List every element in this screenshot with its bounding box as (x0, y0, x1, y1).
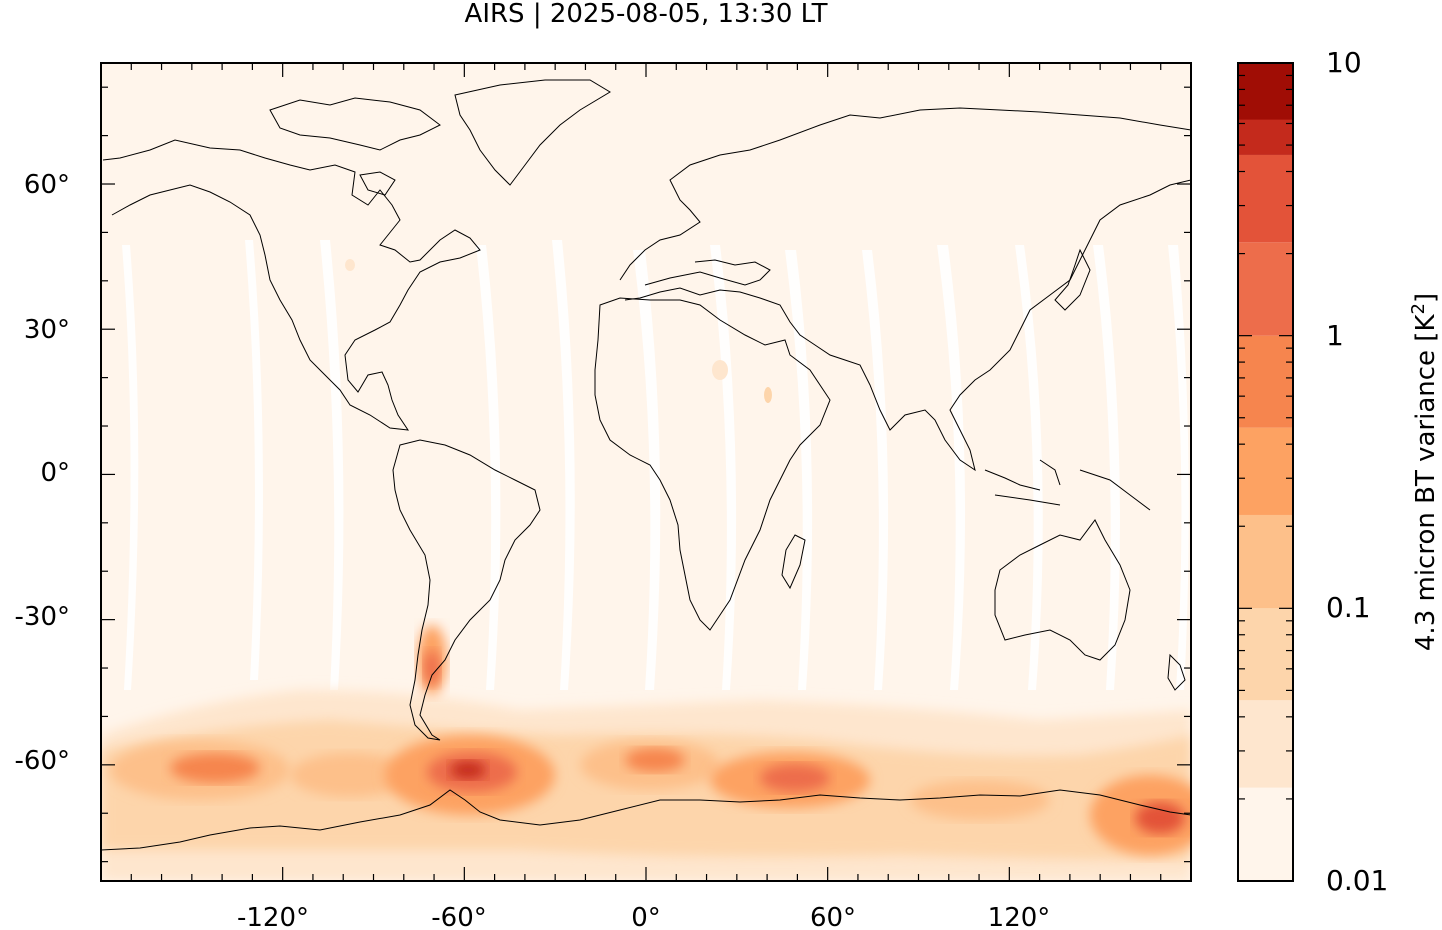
colorbar-ticks (1238, 62, 1293, 882)
colorbar-frame (1237, 62, 1294, 882)
x-tick-label: -60° (431, 903, 486, 930)
australia-coast (994, 519, 1131, 661)
y-tick-labels: 60° 30° 0° -30° -60° (15, 170, 70, 776)
colorbar-tick-labels: 10 1 0.1 0.01 (1326, 46, 1388, 897)
y-tick-label: 60° (24, 170, 70, 200)
x-tick-label: -120° (237, 903, 309, 930)
x-tick-labels: -120° -60° 0° 60° 120° (237, 903, 1050, 930)
north-america-coast (102, 139, 481, 431)
orbit-gap-swaths (122, 240, 1189, 690)
indonesia-coast (984, 459, 1151, 511)
colorbar-level (1238, 700, 1293, 788)
y-tick-label: 30° (24, 315, 70, 345)
colorbar-label: 4.3 micron BT variance [K2] (1408, 293, 1441, 651)
x-tick-label: 60° (810, 903, 856, 930)
madagascar-coast (781, 534, 806, 590)
y-tick-label: -30° (15, 602, 70, 632)
colorbar-label-suffix: ] (1411, 293, 1441, 303)
map-title: AIRS | 2025-08-05, 13:30 LT (465, 0, 828, 29)
colorbar-tick-label: 10 (1326, 46, 1362, 79)
colorbar-label-main: 4.3 micron BT variance [K (1411, 314, 1441, 652)
colorbar-level (1238, 514, 1293, 609)
eurasia-coast (619, 107, 1191, 472)
colorbar-level (1238, 154, 1293, 243)
colorbar-tick-label: 0.01 (1326, 864, 1388, 897)
map-panel (101, 63, 1191, 881)
colorbar (1238, 63, 1293, 881)
variance-field (101, 259, 1191, 881)
x-tick-label: 120° (988, 903, 1051, 930)
colorbar-level (1238, 608, 1293, 701)
y-tick-label: 0° (40, 458, 70, 488)
colorbar-tick-label: 0.1 (1326, 591, 1371, 624)
antarctica-coast (101, 789, 1191, 851)
africa-coast (594, 297, 831, 631)
greenland-coast (454, 79, 611, 186)
map-ticks (101, 63, 1191, 881)
japan-coast (1054, 248, 1091, 311)
south-america-coast (392, 439, 541, 741)
colorbar-level (1238, 427, 1293, 515)
new-zealand-coast (1167, 653, 1186, 691)
y-tick-label: -60° (15, 746, 70, 776)
x-tick-label: 0° (631, 903, 661, 930)
colorbar-tick-label: 1 (1326, 319, 1344, 352)
colorbar-label-superscript: 2 (1408, 303, 1429, 314)
colorbar-level (1238, 242, 1293, 336)
arctic-islands-coast (269, 97, 441, 196)
coastlines (101, 79, 1191, 851)
colorbar-level (1238, 63, 1293, 120)
colorbar-level (1238, 787, 1293, 881)
mediterranean-coast (644, 259, 771, 286)
colorbar-level (1238, 335, 1293, 428)
